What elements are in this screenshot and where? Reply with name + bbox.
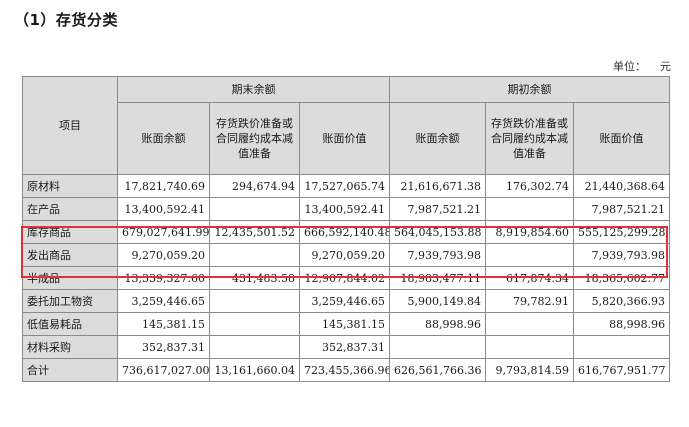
- table-row: 在产品 13,400,592.41 13,400,592.41 7,987,521.2…: [22, 197, 671, 221]
- cell-end-balance: 145,381.15: [117, 312, 210, 336]
- cell-begin-balance: 18,983,477.11: [389, 266, 487, 290]
- cell-end-value: 145,381.15: [298, 312, 391, 336]
- row-label: 合计: [22, 358, 118, 382]
- table-row: 原材料 17,821,740.69 294,674.94 17,527,065.74 2…: [22, 174, 671, 198]
- table-row: 合计 736,617,027.00 13,161,660.04 723,455,366…: [22, 358, 671, 382]
- cell-begin-provision: 176,302.74: [485, 174, 575, 198]
- cell-end-balance: 17,821,740.69: [117, 174, 210, 198]
- cell-begin-value: 5,820,366.93: [573, 289, 671, 313]
- header-item: 项目: [22, 76, 118, 175]
- cell-begin-provision: 617,874.34: [485, 266, 575, 290]
- unit-label: 单位： 元: [599, 58, 671, 74]
- table-row: 半成品 13,339,327.60 431,483.58 12,907,844.02 1…: [22, 266, 671, 290]
- cell-begin-value: 555,125,299.28: [573, 220, 671, 244]
- cell-end-balance: 352,837.31: [117, 335, 210, 359]
- cell-end-value: 13,400,592.41: [298, 197, 391, 221]
- header-begin-provision: 存货跌价准备或合同履约成本减值准备: [485, 102, 575, 175]
- table-row: 发出商品 9,270,059.20 9,270,059.20 7,939,793.98…: [22, 243, 671, 267]
- cell-begin-value: 88,998.96: [573, 312, 671, 336]
- cell-end-provision: [209, 243, 300, 267]
- row-label: 原材料: [22, 174, 118, 198]
- cell-end-balance: 3,259,446.65: [117, 289, 210, 313]
- section-title: （1）存货分类: [14, 11, 118, 29]
- row-label: 发出商品: [22, 243, 118, 267]
- cell-begin-balance: 7,939,793.98: [389, 243, 487, 267]
- row-label: 库存商品: [22, 220, 118, 244]
- cell-begin-balance: [389, 335, 487, 359]
- cell-end-value: 3,259,446.65: [298, 289, 391, 313]
- cell-end-balance: 13,339,327.60: [117, 266, 210, 290]
- cell-begin-balance: 564,045,153.88: [389, 220, 487, 244]
- header-end-group: 期末余额: [116, 76, 391, 103]
- row-label: 委托加工物资: [22, 289, 118, 313]
- header-begin-group: 期初余额: [389, 76, 671, 103]
- cell-end-provision: [209, 335, 300, 359]
- header-begin-book-value: 账面价值: [573, 102, 671, 175]
- table-row: 低值易耗品 145,381.15 145,381.15 88,998.96 88,998…: [22, 312, 671, 336]
- cell-end-provision: [209, 197, 300, 221]
- cell-end-balance: 13,400,592.41: [117, 197, 210, 221]
- table-row: 材料采购 352,837.31 352,837.31: [22, 335, 671, 359]
- row-label: 低值易耗品: [22, 312, 118, 336]
- row-label: 半成品: [22, 266, 118, 290]
- cell-end-provision: 294,674.94: [209, 174, 300, 198]
- cell-end-value: 666,592,140.48: [298, 220, 391, 244]
- cell-begin-provision: 79,782.91: [485, 289, 575, 313]
- header-end-book-balance: 账面余额: [117, 102, 210, 175]
- cell-end-balance: 679,027,641.99: [117, 220, 210, 244]
- cell-end-value: 12,907,844.02: [298, 266, 391, 290]
- cell-begin-provision: [485, 335, 575, 359]
- cell-begin-provision: [485, 312, 575, 336]
- cell-begin-provision: [485, 197, 575, 221]
- cell-begin-provision: [485, 243, 575, 267]
- cell-begin-provision: 9,793,814.59: [485, 358, 575, 382]
- cell-begin-provision: 8,919,854.60: [485, 220, 575, 244]
- cell-end-balance: 736,617,027.00: [117, 358, 210, 382]
- cell-begin-balance: 626,561,766.36: [389, 358, 487, 382]
- inventory-table: 项目 期末余额 期初余额 账面余额 存货跌价准备或合同履约成本减值准备 账面价值…: [22, 76, 671, 382]
- cell-end-provision: [209, 289, 300, 313]
- row-label: 在产品: [22, 197, 118, 221]
- header-end-provision: 存货跌价准备或合同履约成本减值准备: [209, 102, 300, 175]
- unit-caption: 单位：: [613, 60, 646, 73]
- cell-begin-value: 21,440,368.64: [573, 174, 671, 198]
- cell-begin-balance: 5,900,149.84: [389, 289, 487, 313]
- cell-begin-value: 7,987,521.21: [573, 197, 671, 221]
- cell-begin-value: 616,767,951.77: [573, 358, 671, 382]
- cell-end-provision: 13,161,660.04: [209, 358, 300, 382]
- cell-begin-value: [573, 335, 671, 359]
- cell-begin-value: 18,365,602.77: [573, 266, 671, 290]
- cell-end-provision: 12,435,501.52: [209, 220, 300, 244]
- header-begin-book-balance: 账面余额: [389, 102, 487, 175]
- table-body: 原材料 17,821,740.69 294,674.94 17,527,065.74 2…: [22, 174, 671, 382]
- cell-end-value: 723,455,366.96: [298, 358, 391, 382]
- cell-end-provision: [209, 312, 300, 336]
- row-label: 材料采购: [22, 335, 118, 359]
- cell-begin-value: 7,939,793.98: [573, 243, 671, 267]
- cell-begin-balance: 7,987,521.21: [389, 197, 487, 221]
- cell-end-balance: 9,270,059.20: [117, 243, 210, 267]
- cell-begin-balance: 88,998.96: [389, 312, 487, 336]
- header-end-book-value: 账面价值: [298, 102, 391, 175]
- unit-value: 元: [660, 60, 671, 73]
- cell-begin-balance: 21,616,671.38: [389, 174, 487, 198]
- table-row: 库存商品 679,027,641.99 12,435,501.52 666,592,1…: [22, 220, 671, 244]
- cell-end-value: 9,270,059.20: [298, 243, 391, 267]
- cell-end-value: 352,837.31: [298, 335, 391, 359]
- cell-end-provision: 431,483.58: [209, 266, 300, 290]
- cell-end-value: 17,527,065.74: [298, 174, 391, 198]
- table-row: 委托加工物资 3,259,446.65 3,259,446.65 5,900,149.…: [22, 289, 671, 313]
